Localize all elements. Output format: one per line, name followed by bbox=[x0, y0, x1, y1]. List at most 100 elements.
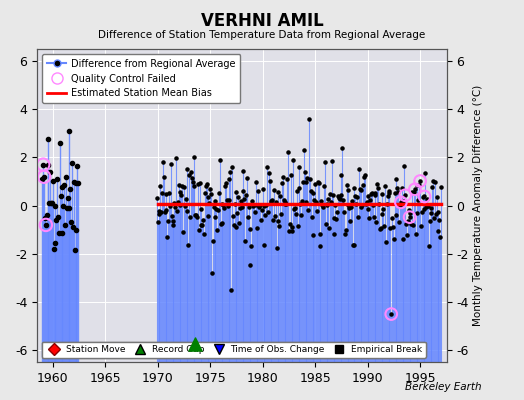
Point bbox=[204, 194, 213, 200]
Point bbox=[74, 180, 82, 187]
Point bbox=[40, 174, 48, 180]
Point bbox=[344, 202, 353, 208]
Point bbox=[167, 160, 175, 167]
Point bbox=[277, 210, 285, 217]
Point bbox=[170, 200, 179, 206]
Point bbox=[292, 188, 301, 194]
Point bbox=[268, 196, 277, 203]
Point bbox=[390, 190, 399, 197]
Point bbox=[351, 193, 359, 200]
Point bbox=[219, 202, 227, 208]
Point bbox=[68, 160, 77, 166]
Point bbox=[398, 198, 407, 204]
Point bbox=[363, 199, 371, 205]
Point bbox=[322, 202, 331, 208]
Point bbox=[319, 204, 327, 210]
Point bbox=[288, 228, 297, 234]
Point bbox=[405, 207, 413, 214]
Point bbox=[60, 182, 69, 188]
Point bbox=[215, 190, 223, 196]
Point bbox=[406, 210, 414, 216]
Point bbox=[209, 238, 217, 244]
Point bbox=[308, 232, 316, 238]
Point bbox=[281, 199, 290, 206]
Point bbox=[337, 192, 345, 198]
Point bbox=[164, 218, 172, 224]
Point bbox=[367, 190, 375, 197]
Point bbox=[207, 191, 215, 197]
Text: VERHNI AMIL: VERHNI AMIL bbox=[201, 12, 323, 30]
Point bbox=[243, 175, 251, 181]
Point bbox=[415, 182, 423, 189]
Point bbox=[411, 186, 419, 192]
Point bbox=[428, 184, 436, 190]
Point bbox=[234, 194, 242, 200]
Point bbox=[375, 201, 383, 207]
Point bbox=[42, 212, 51, 218]
Point bbox=[267, 198, 276, 205]
Point bbox=[218, 220, 226, 226]
Point bbox=[257, 217, 265, 223]
Point bbox=[372, 192, 380, 198]
Point bbox=[201, 190, 209, 196]
Point bbox=[200, 230, 208, 237]
Point bbox=[305, 116, 313, 122]
Point bbox=[410, 189, 418, 195]
Point bbox=[241, 238, 249, 244]
Point bbox=[307, 188, 315, 194]
Point bbox=[402, 220, 410, 227]
Point bbox=[199, 216, 208, 223]
Point bbox=[48, 200, 56, 206]
Point bbox=[195, 179, 204, 186]
Point bbox=[328, 158, 336, 165]
Point bbox=[162, 191, 171, 197]
Point bbox=[343, 182, 351, 188]
Point bbox=[233, 210, 242, 216]
Point bbox=[417, 223, 425, 230]
Point bbox=[342, 227, 350, 233]
Point bbox=[343, 187, 352, 193]
Point bbox=[437, 184, 445, 190]
Point bbox=[348, 198, 356, 204]
Point bbox=[341, 231, 349, 237]
Point bbox=[244, 214, 252, 220]
Point bbox=[422, 204, 430, 211]
Point bbox=[376, 226, 384, 232]
Point bbox=[356, 185, 364, 192]
Point bbox=[168, 222, 177, 228]
Point bbox=[433, 208, 442, 215]
Point bbox=[311, 181, 319, 187]
Point bbox=[326, 199, 335, 206]
Point bbox=[236, 198, 245, 204]
Point bbox=[171, 203, 179, 210]
Point bbox=[254, 188, 263, 194]
Point bbox=[275, 223, 283, 230]
Point bbox=[214, 207, 222, 213]
Point bbox=[310, 197, 319, 204]
Point bbox=[50, 246, 58, 252]
Point bbox=[325, 225, 333, 232]
Point bbox=[278, 180, 286, 186]
Point bbox=[39, 162, 47, 168]
Point bbox=[424, 203, 432, 209]
Point bbox=[347, 204, 355, 210]
Point bbox=[420, 193, 429, 200]
Point bbox=[389, 224, 397, 230]
Point bbox=[317, 197, 325, 204]
Point bbox=[260, 203, 269, 210]
Point bbox=[424, 242, 433, 249]
Point bbox=[431, 178, 439, 185]
Point bbox=[333, 209, 341, 215]
Point bbox=[179, 229, 187, 235]
Point bbox=[217, 200, 226, 207]
Point bbox=[173, 199, 182, 205]
Point bbox=[339, 197, 347, 203]
Point bbox=[230, 222, 238, 229]
Point bbox=[182, 208, 191, 214]
Point bbox=[312, 199, 320, 205]
Point bbox=[326, 190, 334, 197]
Point bbox=[329, 192, 337, 198]
Point bbox=[237, 204, 246, 210]
Point bbox=[66, 186, 74, 192]
Point bbox=[47, 200, 56, 206]
